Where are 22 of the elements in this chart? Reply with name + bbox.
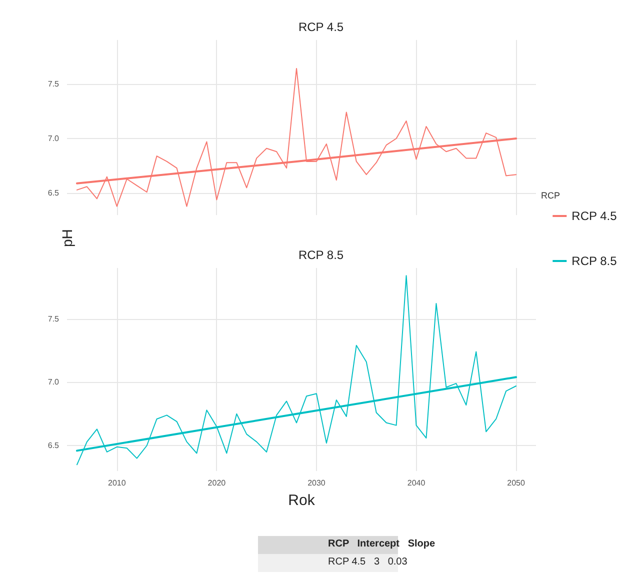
- legend-title: RCP: [541, 190, 560, 200]
- text: RCP 4.5 3 0.03: [328, 556, 408, 568]
- x-tick-label: 2010: [108, 478, 126, 488]
- line-series: [76, 68, 517, 207]
- x-tick-label: 2020: [208, 478, 226, 488]
- legend-label: RCP 4.5: [572, 209, 618, 223]
- y-tick-label: 7.5: [48, 314, 60, 324]
- y-axis-title: pH: [59, 229, 75, 248]
- y-tick-label: 7.0: [48, 378, 60, 387]
- x-tick-label: 2040: [407, 478, 426, 488]
- x-tick-label: 2030: [308, 478, 326, 488]
- y-tick-label: 6.5: [48, 441, 60, 450]
- y-tick-label: 7.0: [48, 134, 60, 143]
- y-tick-label: 6.5: [48, 188, 60, 198]
- x-axis-title: Rok: [288, 492, 316, 509]
- line-series: [76, 275, 517, 466]
- chart-title: RCP 4.5: [298, 20, 344, 34]
- chart-title: RCP 8.5: [298, 248, 344, 262]
- x-tick-label: 2050: [507, 478, 526, 488]
- y-tick-label: 7.5: [48, 79, 60, 88]
- legend-label: RCP 8.5: [572, 254, 618, 268]
- text: RCP Intercept Slope: [328, 538, 436, 550]
